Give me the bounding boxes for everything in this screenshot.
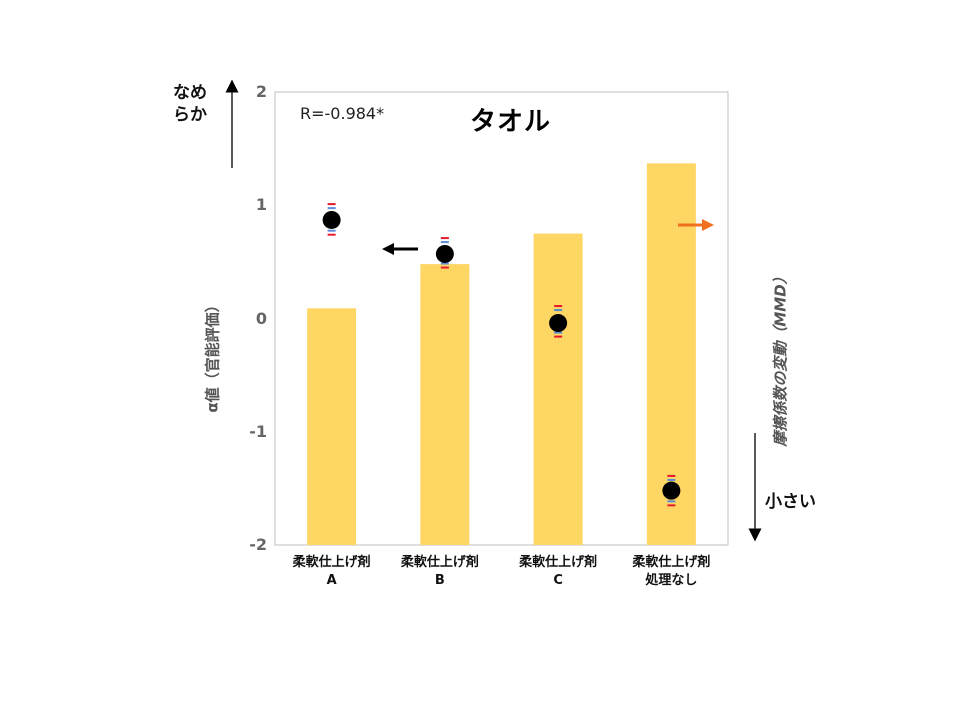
correlation-label: R=-0.984*	[300, 104, 385, 123]
category-label-1: 柔軟仕上げ剤 B	[400, 555, 479, 588]
y-tick-label: -2	[249, 535, 267, 554]
y-axis-label-left: α値（官能評価）	[203, 297, 222, 413]
category-label-0: 柔軟仕上げ剤 A	[292, 555, 371, 588]
bar-1	[420, 264, 470, 545]
category-label-2: 柔軟仕上げ剤 C	[519, 555, 598, 588]
small-annotation: 小さい	[765, 492, 816, 512]
y-tick-label: -1	[249, 421, 267, 441]
y-axis-label-right: 摩擦係数の変動（MMD）	[771, 269, 790, 447]
bar-0	[307, 308, 357, 545]
left-axis-pointer-head	[382, 243, 394, 255]
smooth-annotation: なめらか	[173, 83, 207, 125]
data-point-3	[662, 481, 681, 500]
chart-title: タオル	[470, 107, 552, 137]
right-axis-pointer-head	[702, 219, 714, 231]
bar-2	[533, 233, 583, 545]
plot-frame	[274, 91, 729, 546]
points-layer	[322, 203, 681, 507]
category-label-3: 柔軟仕上げ剤 処理なし	[632, 555, 711, 588]
y-tick-label: 1	[255, 195, 267, 215]
data-point-2	[549, 314, 568, 333]
data-point-1	[435, 244, 454, 263]
bars-layer	[307, 163, 696, 545]
y-tick-label: 2	[255, 82, 267, 101]
bar-3	[646, 163, 696, 545]
y-tick-label: 0	[255, 308, 267, 328]
data-point-0	[322, 210, 341, 229]
